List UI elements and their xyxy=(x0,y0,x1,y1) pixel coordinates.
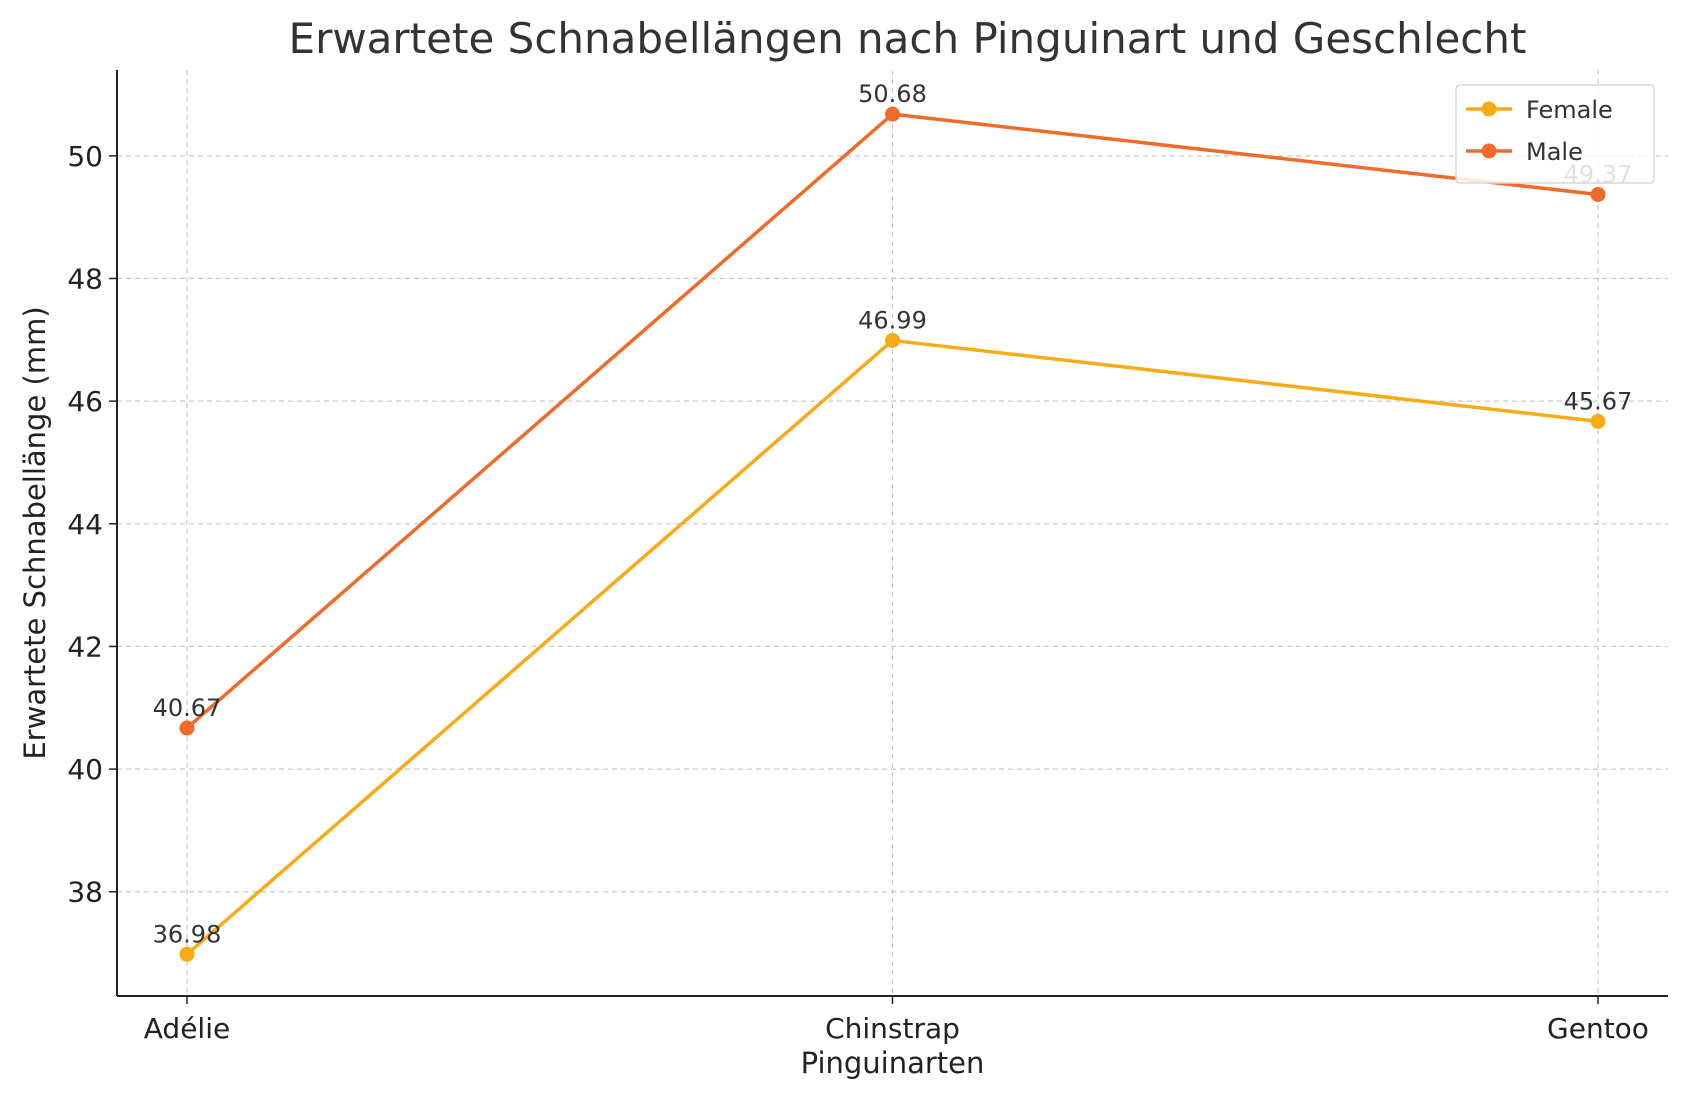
grid-layer xyxy=(117,70,1668,996)
y-tick-label: 48 xyxy=(67,263,103,296)
chart-title: Erwartete Schnabellängen nach Pinguinart… xyxy=(289,14,1527,63)
x-tick-label: Chinstrap xyxy=(825,1012,960,1045)
y-tick-label: 40 xyxy=(67,753,103,786)
data-point-female xyxy=(885,332,900,348)
legend-label-female: Female xyxy=(1526,96,1613,124)
data-label-male: 50.68 xyxy=(858,80,927,108)
data-label-female: 36.98 xyxy=(153,920,222,948)
x-tick-label: Adélie xyxy=(144,1012,230,1045)
data-point-male xyxy=(179,720,195,736)
axes: 38 40 42 44 46 48 50 Adélie Chinstrap Gentoo xyxy=(67,70,1668,1045)
series-layer xyxy=(179,106,1606,962)
data-point-female xyxy=(1590,413,1606,429)
y-tick-label: 50 xyxy=(67,140,103,173)
y-tick-label: 44 xyxy=(67,508,103,541)
y-tick-label: 42 xyxy=(67,630,103,663)
data-point-male xyxy=(885,106,900,122)
y-tick-label: 38 xyxy=(67,876,103,909)
x-axis-label: Pinguinarten xyxy=(801,1046,985,1080)
data-label-female: 46.99 xyxy=(858,306,927,334)
legend-marker-female xyxy=(1481,101,1497,117)
data-point-female xyxy=(179,946,195,962)
legend-items: Female Male xyxy=(1466,96,1613,166)
y-tick-label: 46 xyxy=(67,385,103,418)
legend: Female Male xyxy=(1455,84,1655,184)
legend-marker-male xyxy=(1481,143,1497,159)
legend-label-male: Male xyxy=(1526,138,1583,166)
data-label-male: 40.67 xyxy=(153,694,222,722)
x-tick-label: Gentoo xyxy=(1547,1012,1649,1045)
data-label-female: 45.67 xyxy=(1564,387,1633,415)
data-point-male xyxy=(1590,186,1606,202)
y-axis-label: Erwartete Schnabellänge (mm) xyxy=(18,306,52,759)
